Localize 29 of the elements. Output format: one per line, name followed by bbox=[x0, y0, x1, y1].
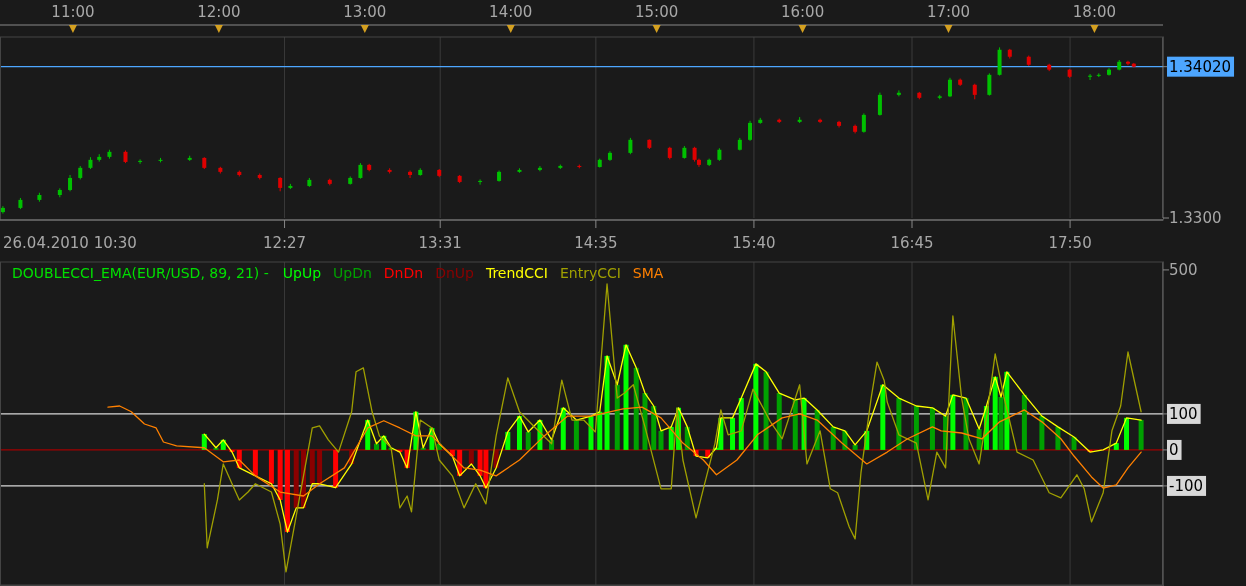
x2-tick-label: 14:00 bbox=[489, 3, 533, 21]
x-tick-label: 16:45 bbox=[890, 234, 934, 252]
text: 26.04.2010 10:30 bbox=[3, 234, 137, 252]
x2-tick-label: 11:00 bbox=[51, 3, 95, 21]
text: DnUp bbox=[435, 265, 475, 281]
x2-tick-label: 18:00 bbox=[1072, 3, 1117, 21]
x2-tick-label: 15:00 bbox=[635, 3, 679, 21]
chart-title: DOUBLECCI_EMA(EUR/USD, 89, 21) - bbox=[12, 265, 269, 281]
y-tick-label: 1.3300 bbox=[1169, 209, 1222, 227]
y-tick-label: 100 bbox=[1169, 404, 1198, 423]
series-label: EntryCCI bbox=[559, 265, 621, 281]
text: UpUp bbox=[282, 265, 322, 281]
x-tick-label: 14:35 bbox=[574, 234, 618, 252]
x2-tick-label: 13:00 bbox=[343, 3, 387, 21]
x-tick-label: 12:27 bbox=[262, 234, 307, 252]
text: DnDn bbox=[383, 265, 424, 281]
text: SMA bbox=[632, 265, 664, 281]
y-tick-label: 0 bbox=[1169, 440, 1179, 459]
y-tick-label: 500 bbox=[1169, 260, 1198, 279]
y-tick-label: -100 bbox=[1169, 476, 1204, 495]
x2-tick-label: 17:00 bbox=[926, 3, 971, 21]
text: UpDn bbox=[333, 265, 372, 281]
x-tick-label: 15:40 bbox=[732, 234, 776, 252]
text: TrendCCI bbox=[484, 265, 548, 281]
y-tick-label: 1.34020 bbox=[1169, 57, 1232, 76]
x-tick-label: 17:50 bbox=[1048, 234, 1092, 252]
x2-tick-label: 16:00 bbox=[780, 3, 825, 21]
x2-tick-label: 12:00 bbox=[197, 3, 241, 21]
x-tick-label: 13:31 bbox=[418, 234, 462, 252]
